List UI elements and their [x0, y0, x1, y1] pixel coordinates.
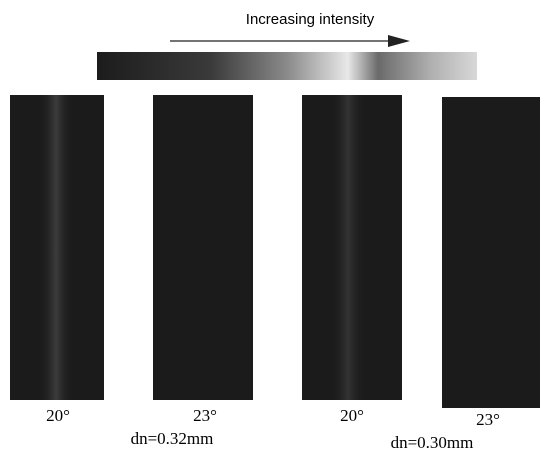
panel-label: 23° — [476, 410, 500, 429]
panels — [10, 95, 540, 408]
panel-glow — [38, 95, 74, 400]
panel-label: 20° — [340, 406, 364, 425]
panel-label: 20° — [46, 406, 70, 425]
panel-label: 23° — [193, 406, 217, 425]
group-label: dn=0.32mm — [131, 429, 214, 448]
arrow — [170, 35, 410, 47]
intensity-bar — [97, 52, 477, 80]
panel — [442, 97, 540, 408]
title: Increasing intensity — [246, 11, 375, 28]
panel — [153, 95, 253, 400]
group-label: dn=0.30mm — [391, 433, 474, 452]
panel-glow — [330, 95, 366, 400]
